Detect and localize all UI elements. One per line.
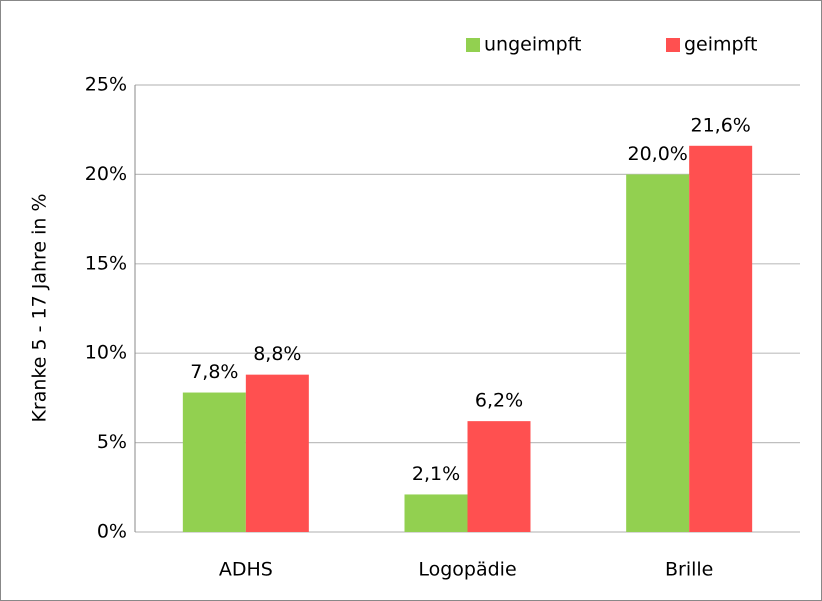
bar [689,145,753,533]
bar [467,421,531,532]
y-tick-label: 5% [97,431,127,453]
bar [404,494,468,532]
x-tick-label: Brille [665,559,713,581]
x-tick-label: Logopädie [418,559,516,581]
y-tick-label: 20% [85,163,127,185]
x-tick-label: ADHS [219,559,273,581]
y-tick-label: 10% [85,342,127,364]
legend-label: ungeimpft [484,34,582,56]
value-label: 20,0% [627,143,687,165]
value-label: 7,8% [190,361,238,383]
legend-swatch [466,38,480,52]
value-label: 21,6% [690,114,750,136]
y-tick-label: 25% [85,74,127,96]
legend-label: geimpft [684,34,757,56]
value-label: 8,8% [253,343,301,365]
bar [182,392,246,532]
legend-swatch [666,38,680,52]
bar [626,174,690,532]
y-axis-label: Kranke 5 - 17 Jahre in % [29,193,51,422]
value-label: 6,2% [475,390,523,412]
bar [245,374,309,532]
y-tick-label: 15% [85,252,127,274]
value-label: 2,1% [412,463,460,485]
y-tick-label: 0% [97,521,127,543]
